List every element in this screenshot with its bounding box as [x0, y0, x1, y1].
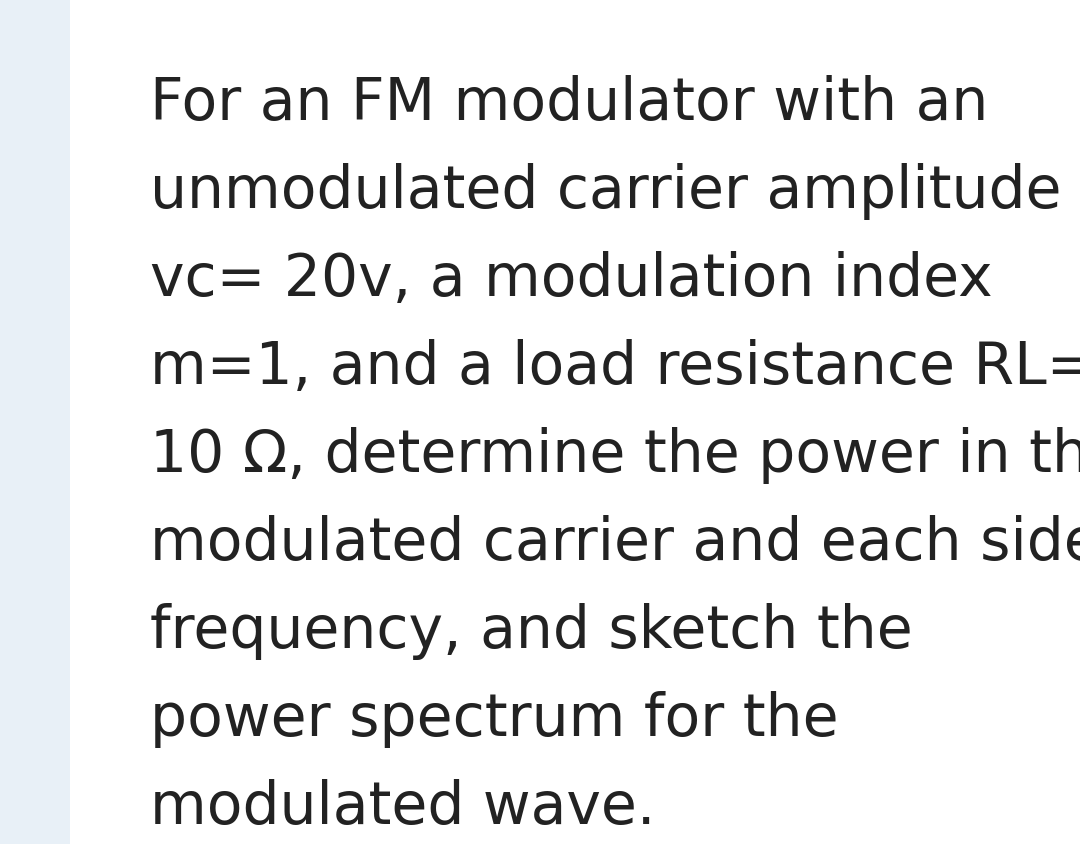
Text: m=1, and a load resistance RL=: m=1, and a load resistance RL= [150, 339, 1080, 396]
Text: unmodulated carrier amplitude: unmodulated carrier amplitude [150, 163, 1062, 220]
Text: 10 Ω, determine the power in the: 10 Ω, determine the power in the [150, 427, 1080, 484]
Text: power spectrum for the: power spectrum for the [150, 691, 839, 748]
Text: modulated carrier and each side: modulated carrier and each side [150, 515, 1080, 572]
Text: frequency, and sketch the: frequency, and sketch the [150, 603, 913, 660]
Bar [0, 0, 70, 844]
Text: vc= 20v, a modulation index: vc= 20v, a modulation index [150, 251, 993, 308]
Text: modulated wave.: modulated wave. [150, 779, 656, 836]
Text: For an FM modulator with an: For an FM modulator with an [150, 75, 988, 132]
